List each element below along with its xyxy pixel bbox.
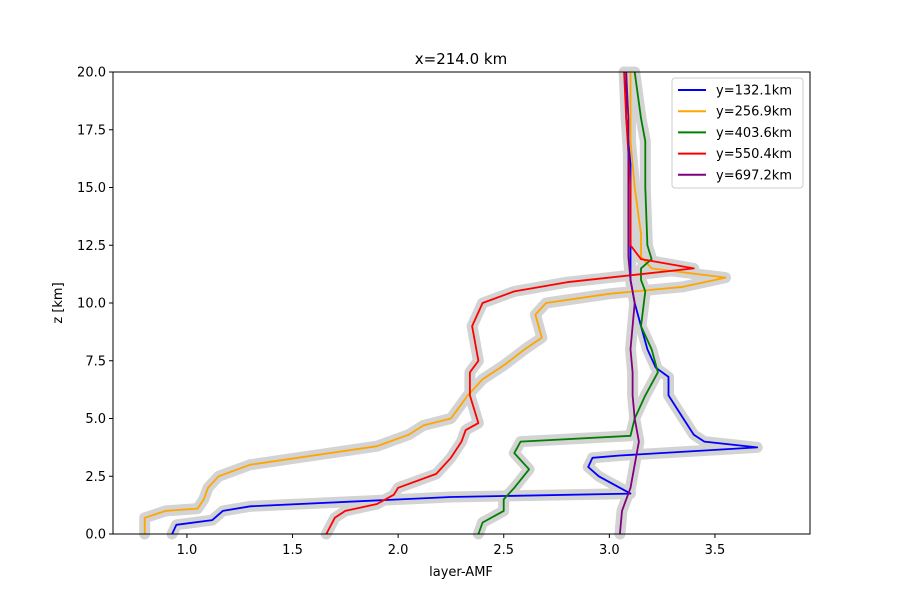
- series-line-4: [325, 71, 695, 535]
- series-lines: [143, 71, 759, 535]
- y-tick-label: 12.5: [77, 239, 106, 254]
- y-axis-ticks: 0.0 2.5 5.0 7.5 10.0 12.5 15.0 17.5 20.0: [77, 66, 113, 543]
- x-tick-label: 2.5: [493, 543, 514, 558]
- y-axis-label: z [km]: [51, 282, 66, 323]
- y-tick-label: 15.0: [77, 181, 106, 196]
- y-tick-label: 20.0: [77, 66, 106, 81]
- series-line-1: [171, 72, 759, 535]
- y-tick-label: 7.5: [85, 354, 106, 369]
- legend-entry: y=550.4km: [716, 147, 792, 162]
- chart-title: x=214.0 km: [415, 50, 507, 68]
- legend-entry: y=403.6km: [716, 126, 792, 141]
- y-tick-label: 10.0: [77, 297, 106, 312]
- x-tick-label: 3.0: [599, 543, 620, 558]
- x-tick-label: 2.0: [388, 543, 409, 558]
- legend-entry: y=697.2km: [716, 168, 792, 183]
- legend-entry: y=132.1km: [716, 84, 792, 99]
- series-line-3: [477, 71, 659, 535]
- x-tick-label: 1.0: [177, 543, 198, 558]
- y-tick-label: 17.5: [77, 123, 106, 138]
- y-tick-label: 0.0: [85, 528, 106, 543]
- x-tick-label: 3.5: [705, 543, 726, 558]
- legend-entry: y=256.9km: [716, 105, 792, 120]
- y-tick-label: 2.5: [85, 470, 106, 485]
- x-axis-label: layer-AMF: [429, 565, 493, 580]
- x-tick-label: 1.5: [282, 543, 303, 558]
- legend-box: [671, 77, 804, 189]
- y-tick-label: 5.0: [85, 412, 106, 427]
- series-line-5: [619, 71, 640, 535]
- legend: y=132.1km y=256.9km y=403.6km y=550.4km y=69…: [671, 77, 804, 189]
- x-axis-ticks: 1.0 1.5 2.0 2.5 3.0 3.5: [177, 534, 726, 558]
